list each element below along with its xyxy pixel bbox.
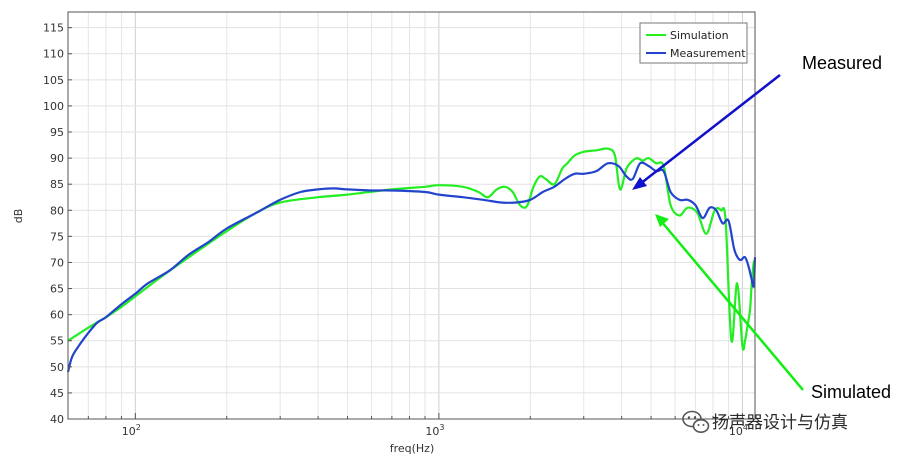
x-axis-ticks: 102 103 104 [67, 413, 748, 438]
x-tick-label: 102 [122, 423, 141, 438]
y-tick-label: 85 [50, 178, 64, 191]
annotation-measured-arrow [639, 74, 781, 185]
annotation-simulated-arrowhead [655, 214, 669, 227]
y-tick-label: 65 [50, 283, 64, 296]
x-tick-label: 103 [425, 423, 444, 438]
annotation-simulated-arrow [660, 220, 804, 391]
x-axis-label: freq(Hz) [390, 442, 435, 455]
y-tick-label: 50 [50, 361, 64, 374]
y-tick-label: 75 [50, 230, 64, 243]
watermark-text: 扬声器设计与仿真 [712, 413, 848, 433]
annotation-simulated: Simulated [655, 214, 891, 402]
y-tick-label: 95 [50, 126, 64, 139]
legend-box [639, 22, 748, 64]
plot-frame [67, 11, 756, 420]
y-tick-label: 60 [50, 309, 64, 322]
annotation-simulated-label: Simulated [811, 382, 891, 402]
series-line-measurement [66, 161, 757, 373]
annotation-measured-arrowhead [632, 177, 647, 190]
y-tick-label: 70 [50, 256, 64, 269]
y-tick-label: 105 [43, 74, 64, 87]
y-tick-label: 40 [50, 413, 64, 426]
y-tick-label: 45 [50, 387, 64, 400]
y-tick-label: 110 [43, 48, 64, 61]
y-tick-label: 80 [50, 204, 64, 217]
legend-label-simulation: Simulation [670, 29, 729, 42]
plot-grid [67, 12, 755, 420]
legend-label-measurement: Measurement [670, 47, 746, 60]
series-curves [66, 147, 757, 373]
series-line-simulation [67, 147, 756, 351]
annotation-measured: Measured [632, 53, 882, 190]
y-tick-label: 55 [50, 335, 64, 348]
wechat-icon [682, 410, 710, 433]
y-tick-label: 115 [43, 22, 64, 35]
x-tick-label: 104 [729, 423, 748, 438]
y-axis-label: dB [12, 209, 25, 224]
y-tick-label: 100 [43, 100, 64, 113]
y-tick-label: 90 [50, 152, 64, 165]
watermark: 扬声器设计与仿真 [682, 410, 848, 433]
legend: Simulation Measurement [639, 22, 748, 64]
y-axis-ticks: 40 45 50 55 60 65 70 75 80 85 90 95 100 105 110 115 [43, 22, 72, 426]
annotation-measured-label: Measured [802, 53, 882, 73]
